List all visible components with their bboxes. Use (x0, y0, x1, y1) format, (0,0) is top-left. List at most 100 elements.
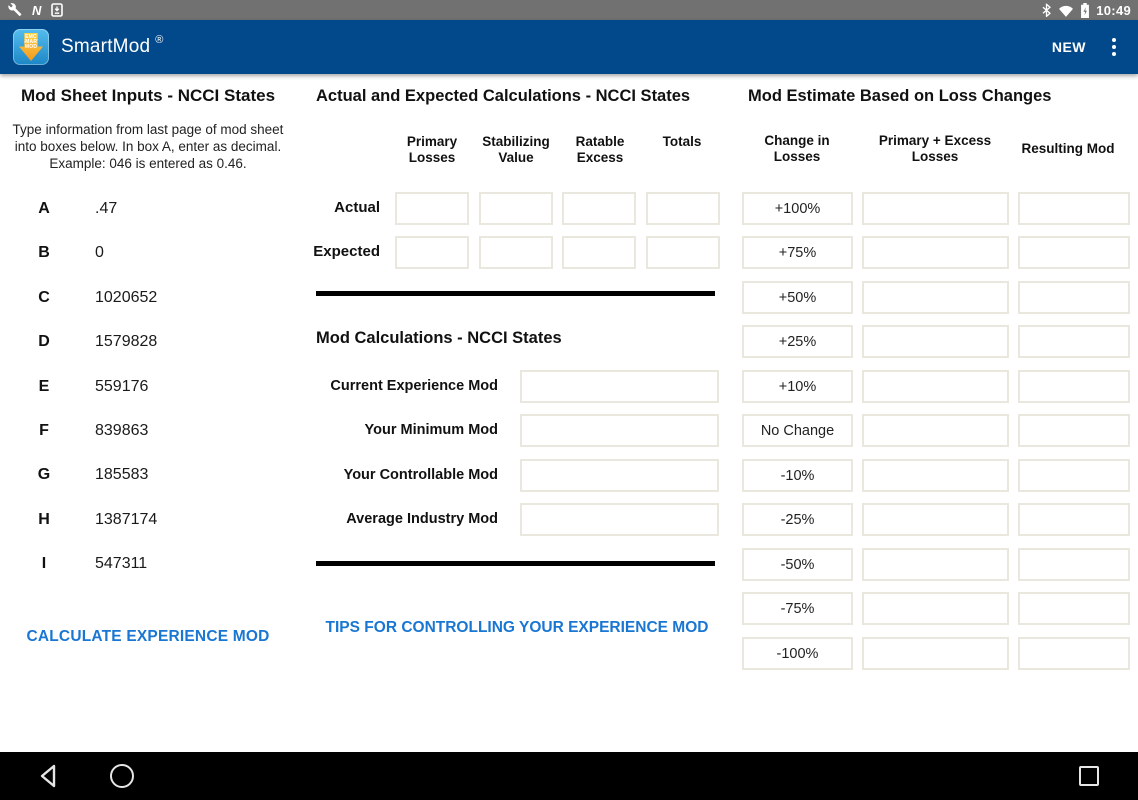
ae-input[interactable] (479, 236, 553, 269)
resulting-mod-input[interactable] (1018, 192, 1130, 225)
bluetooth-icon (1042, 3, 1051, 17)
app-title: SmartMod (61, 36, 151, 57)
estimate-column-header: Resulting Mod (1021, 141, 1115, 156)
input-value-field[interactable]: .47 (95, 200, 118, 217)
pe-losses-input[interactable] (862, 637, 1009, 670)
ae-input[interactable] (479, 192, 553, 225)
resulting-mod-input[interactable] (1018, 281, 1130, 314)
pe-losses-input[interactable] (862, 548, 1009, 581)
change-label-cell: +100% (742, 192, 853, 225)
pe-losses-input[interactable] (862, 414, 1009, 447)
mod-input-row: C 1020652 (0, 288, 296, 308)
estimate-column-header: Change in Losses (764, 133, 830, 164)
download-icon (51, 3, 64, 17)
mod-field-input[interactable] (520, 370, 719, 403)
resulting-mod-input[interactable] (1018, 236, 1130, 269)
ae-column-header: Primary Losses (406, 134, 458, 165)
resulting-mod-input[interactable] (1018, 592, 1130, 625)
input-letter: G (37, 466, 51, 483)
navigation-bar (0, 752, 1138, 800)
pe-losses-input[interactable] (862, 592, 1009, 625)
ae-input[interactable] (646, 192, 720, 225)
input-value-field[interactable]: 1579828 (95, 333, 158, 350)
ae-input[interactable] (562, 192, 636, 225)
mod-input-row: F 839863 (0, 421, 296, 441)
recents-icon[interactable] (1079, 766, 1099, 786)
ae-input[interactable] (562, 236, 636, 269)
input-letter: D (38, 333, 50, 350)
battery-charging-icon (1081, 2, 1090, 18)
left-panel-title: Mod Sheet Inputs - NCCI States (20, 86, 276, 105)
change-label-cell: +50% (742, 281, 853, 314)
input-value-field[interactable]: 559176 (95, 378, 149, 395)
resulting-mod-input[interactable] (1018, 503, 1130, 536)
mod-input-row: I 547311 (0, 554, 296, 574)
change-label-cell: +10% (742, 370, 853, 403)
middle-panel-title: Actual and Expected Calculations - NCCI … (316, 87, 691, 105)
input-value-field[interactable]: 1020652 (95, 289, 158, 306)
input-value-field[interactable]: 1387174 (95, 511, 158, 528)
right-panel-title: Mod Estimate Based on Loss Changes (748, 87, 1052, 105)
wifi-icon (1059, 5, 1074, 17)
ae-input[interactable] (395, 192, 469, 225)
input-letter: I (41, 555, 47, 572)
change-label-cell: -25% (742, 503, 853, 536)
change-label-cell: -100% (742, 637, 853, 670)
mod-field-input[interactable] (520, 414, 719, 447)
pe-losses-input[interactable] (862, 281, 1009, 314)
input-letter: A (38, 200, 50, 217)
mod-field-label: Your Controllable Mod (343, 467, 498, 483)
mod-field-label: Average Industry Mod (346, 511, 498, 527)
mod-field-label: Your Minimum Mod (364, 422, 498, 438)
registered-mark: ® (155, 34, 164, 46)
mod-field-input[interactable] (520, 459, 719, 492)
resulting-mod-input[interactable] (1018, 459, 1130, 492)
pe-losses-input[interactable] (862, 459, 1009, 492)
logo-arrow: EMC SMART MOD (19, 33, 43, 61)
input-value-field[interactable]: 185583 (95, 466, 149, 483)
mod-input-row: D 1579828 (0, 332, 296, 352)
overflow-menu-icon[interactable] (1112, 38, 1116, 56)
resulting-mod-input[interactable] (1018, 548, 1130, 581)
mod-calculations-title: Mod Calculations - NCCI States (316, 329, 562, 347)
pe-losses-input[interactable] (862, 503, 1009, 536)
calculate-experience-mod-button[interactable]: CALCULATE EXPERIENCE MOD (26, 628, 270, 645)
resulting-mod-input[interactable] (1018, 370, 1130, 403)
mod-input-row: A .47 (0, 199, 296, 219)
pe-losses-input[interactable] (862, 370, 1009, 403)
mod-field-input[interactable] (520, 503, 719, 536)
change-label-cell: +25% (742, 325, 853, 358)
ae-input[interactable] (646, 236, 720, 269)
divider (316, 561, 715, 566)
change-label-cell: No Change (742, 414, 853, 447)
input-value-field[interactable]: 839863 (95, 422, 149, 439)
pe-losses-input[interactable] (862, 192, 1009, 225)
new-button[interactable]: NEW (1051, 39, 1086, 55)
input-letter: C (38, 289, 50, 306)
change-label-cell: -50% (742, 548, 853, 581)
input-value-field[interactable]: 0 (95, 244, 104, 261)
resulting-mod-input[interactable] (1018, 414, 1130, 447)
tips-link[interactable]: TIPS FOR CONTROLLING YOUR EXPERIENCE MOD (325, 619, 709, 636)
ae-input[interactable] (395, 236, 469, 269)
ae-column-header: Ratable Excess (575, 134, 625, 165)
mod-input-row: G 185583 (0, 465, 296, 485)
change-label-cell: -75% (742, 592, 853, 625)
status-left-icons: N (8, 2, 64, 18)
back-icon[interactable] (37, 763, 61, 789)
status-bar: N 10:49 (0, 0, 1138, 20)
home-icon[interactable] (110, 764, 134, 788)
input-value-field[interactable]: 547311 (95, 555, 148, 572)
divider (316, 291, 715, 296)
app-logo-icon: EMC SMART MOD (13, 29, 49, 65)
pe-losses-input[interactable] (862, 236, 1009, 269)
ae-row-label: Actual (334, 199, 380, 216)
resulting-mod-input[interactable] (1018, 325, 1130, 358)
pe-losses-input[interactable] (862, 325, 1009, 358)
nfc-icon: N (32, 2, 42, 18)
wrench-icon (8, 3, 22, 17)
left-panel-instructions: Type information from last page of mod s… (12, 122, 284, 171)
resulting-mod-input[interactable] (1018, 637, 1130, 670)
